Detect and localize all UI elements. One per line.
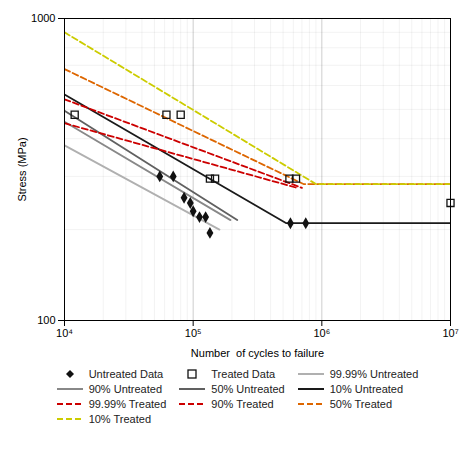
svg-text:10⁷: 10⁷ xyxy=(442,327,458,339)
html-text:99.99% Treated: 99.99% Treated xyxy=(88,398,167,410)
html-text:10% Untreated: 10% Untreated xyxy=(329,383,404,395)
svg-text:Stress (MPa): Stress (MPa) xyxy=(16,137,28,201)
svg-text:10⁴: 10⁴ xyxy=(56,327,73,339)
html-text:50% Untreated: 50% Untreated xyxy=(211,383,285,395)
svg-text:Number of cycles to failure: Number of cycles to failure xyxy=(191,347,324,359)
svg-text:10⁵: 10⁵ xyxy=(185,327,202,339)
svg-text:10⁶: 10⁶ xyxy=(313,327,330,339)
html-text:90% Untreated: 90% Untreated xyxy=(88,383,162,395)
html-text:99.99% Untreated: 99.99% Untreated xyxy=(329,368,419,380)
html-text:Untreated Data: Untreated Data xyxy=(88,368,164,380)
html-text:50% Treated: 50% Treated xyxy=(329,398,393,410)
svg-text:1000: 1000 xyxy=(31,12,55,24)
svg-text:100: 100 xyxy=(37,314,55,326)
html-text:Treated Data: Treated Data xyxy=(211,368,276,380)
html-text:90% Treated: 90% Treated xyxy=(211,398,274,410)
html-text:10% Treated: 10% Treated xyxy=(88,413,151,425)
